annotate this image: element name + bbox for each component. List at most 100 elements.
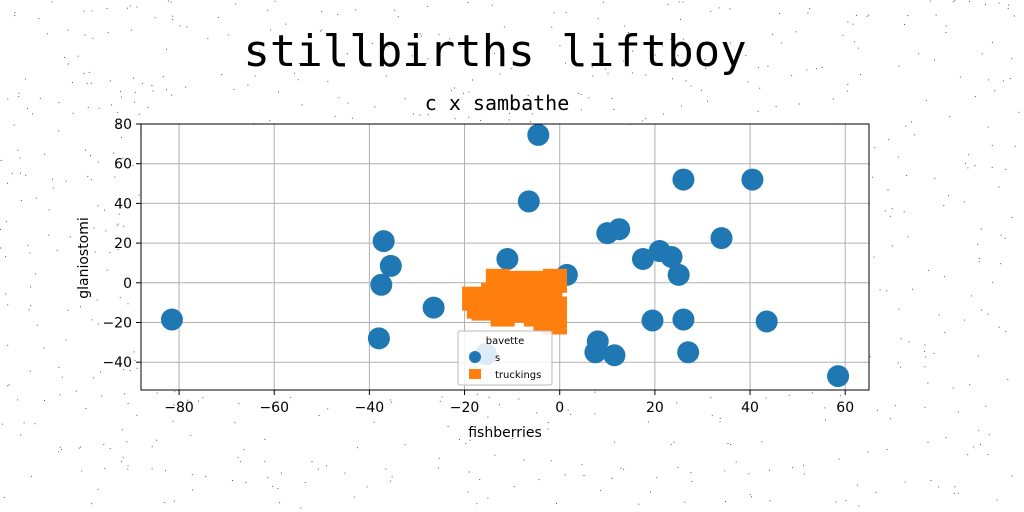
speckle-dot	[792, 467, 794, 469]
data-point-s	[677, 341, 700, 364]
speckle-dot	[772, 33, 774, 35]
speckle-dot	[1004, 237, 1006, 239]
speckle-dot	[166, 48, 167, 50]
speckle-dot	[897, 156, 899, 158]
speckle-dot	[371, 42, 373, 44]
speckle-dot	[968, 154, 970, 156]
speckle-dot	[918, 53, 920, 55]
speckle-dot	[427, 114, 429, 116]
data-point-s	[672, 168, 695, 191]
data-point-s	[660, 246, 683, 268]
speckle-dot	[978, 429, 980, 431]
speckle-dot	[397, 16, 399, 18]
speckle-dot	[83, 10, 85, 12]
speckle-dot	[122, 456, 124, 458]
speckle-dot	[122, 157, 124, 159]
speckle-dot	[127, 403, 129, 404]
speckle-dot	[670, 38, 672, 40]
chart-title: stillbirths liftboy	[243, 26, 746, 77]
y-tick-label: 80	[114, 117, 132, 133]
speckle-dot	[1007, 4, 1009, 6]
speckle-dot	[591, 66, 593, 68]
speckle-dot	[897, 362, 899, 364]
speckle-dot	[924, 366, 926, 368]
speckle-dot	[321, 29, 323, 31]
speckle-dot	[97, 205, 99, 207]
speckle-dot	[925, 100, 927, 102]
speckle-dot	[113, 152, 115, 154]
speckle-dot	[173, 500, 175, 502]
x-tick-label: 40	[741, 400, 759, 416]
speckle-dot	[1002, 80, 1004, 82]
speckle-dot	[857, 484, 859, 486]
speckle-dot	[711, 414, 713, 416]
speckle-dot	[391, 401, 393, 403]
speckle-dot	[929, 0, 931, 2]
speckle-dot	[166, 89, 167, 91]
series-truckings	[462, 268, 567, 335]
speckle-dot	[318, 415, 320, 416]
speckle-dot	[642, 120, 644, 122]
speckle-dot	[239, 461, 241, 463]
speckle-dot	[18, 92, 20, 94]
speckle-dot	[346, 53, 348, 55]
speckle-dot	[551, 26, 553, 28]
speckle-dot	[858, 505, 860, 507]
data-point-s	[741, 168, 764, 191]
speckle-dot	[317, 468, 319, 470]
speckle-dot	[727, 443, 729, 444]
data-point-s	[584, 341, 607, 364]
speckle-dot	[954, 0, 956, 2]
speckle-dot	[992, 281, 994, 283]
speckle-dot	[980, 309, 982, 311]
speckle-dot	[757, 67, 759, 68]
data-point-s	[372, 230, 395, 253]
speckle-dot	[509, 112, 510, 114]
speckle-dot	[92, 377, 94, 379]
speckle-dot	[467, 1, 469, 3]
speckle-dot	[172, 420, 174, 422]
speckle-dot	[759, 87, 761, 89]
speckle-dot	[933, 353, 935, 354]
speckle-dot	[127, 303, 129, 305]
speckle-dot	[404, 444, 406, 446]
speckle-dot	[887, 189, 889, 191]
speckle-dot	[769, 500, 771, 502]
speckle-dot	[927, 382, 929, 384]
data-point-truckings	[514, 278, 539, 303]
speckle-dot	[298, 62, 300, 64]
speckle-dot	[645, 118, 647, 120]
speckle-dot	[977, 355, 979, 357]
speckle-dot	[344, 472, 346, 474]
speckle-dot	[389, 480, 391, 482]
speckle-dot	[52, 187, 54, 189]
speckle-dot	[623, 468, 625, 470]
data-point-truckings	[542, 268, 567, 293]
speckle-dot	[957, 411, 959, 413]
y-tick-label: 60	[114, 157, 132, 173]
speckle-dot	[987, 313, 989, 315]
x-tick-label: −80	[164, 400, 194, 416]
speckle-dot	[761, 441, 763, 443]
speckle-dot	[494, 454, 496, 456]
speckle-dot	[394, 9, 396, 11]
speckle-dot	[645, 74, 647, 76]
speckle-dot	[237, 456, 239, 458]
speckle-dot	[547, 422, 549, 423]
speckle-dot	[479, 479, 481, 480]
speckle-dot	[190, 434, 192, 436]
speckle-dot	[116, 224, 118, 226]
speckle-dot	[231, 480, 233, 481]
speckle-dot	[680, 19, 681, 20]
speckle-dot	[600, 34, 602, 36]
speckle-dot	[725, 501, 726, 503]
speckle-dot	[647, 421, 649, 423]
speckle-dot	[924, 351, 926, 352]
speckle-dot	[8, 384, 10, 386]
speckle-dot	[998, 186, 1000, 188]
plot-frame	[140, 123, 870, 391]
y-axis-label: glaniostomi	[76, 217, 92, 299]
speckle-dot	[109, 80, 111, 82]
speckle-dot	[952, 1, 954, 3]
